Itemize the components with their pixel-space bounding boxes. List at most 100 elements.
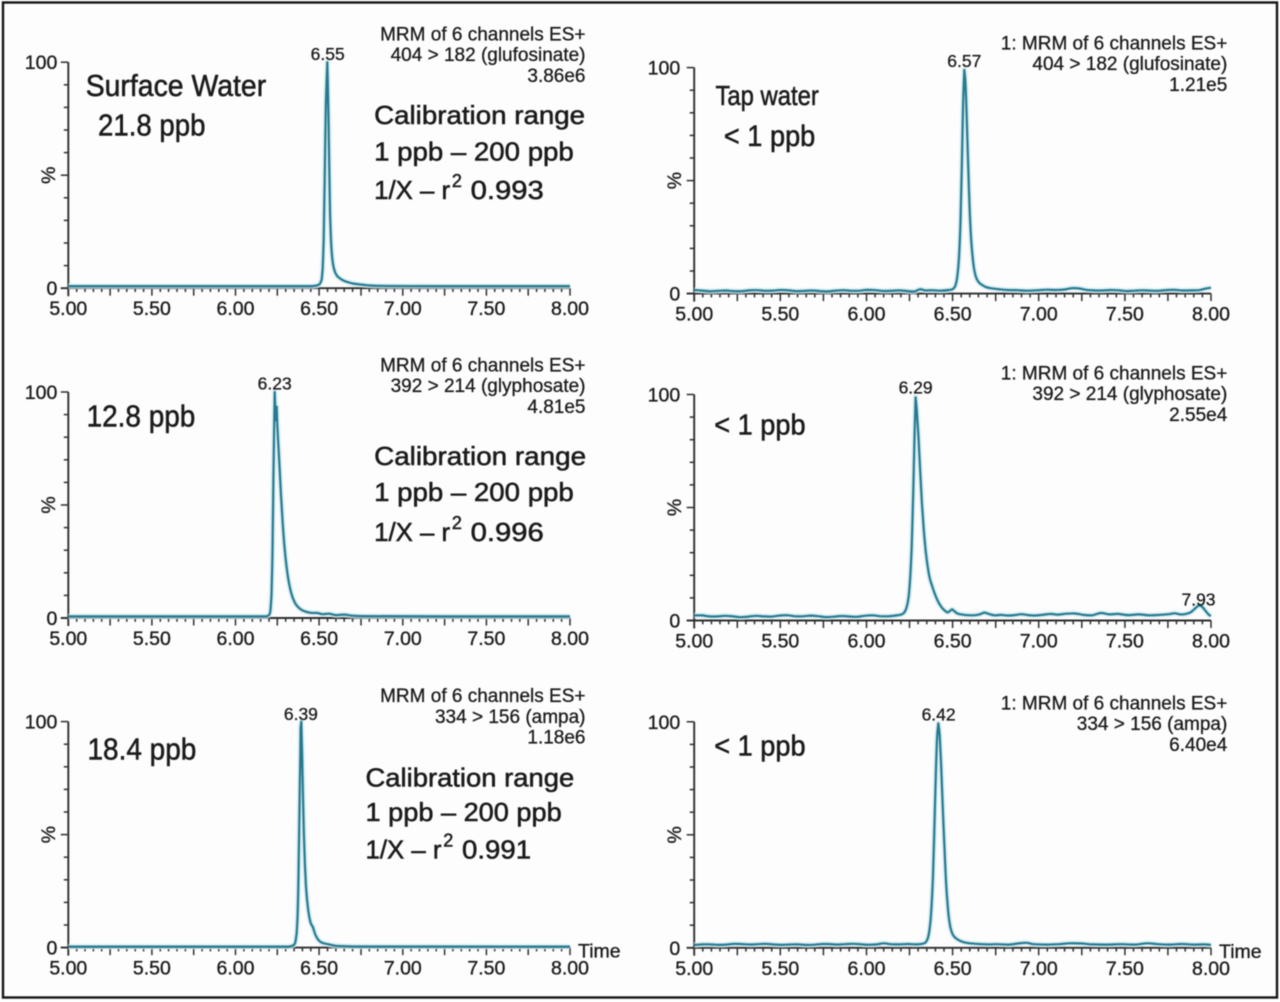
svg-text:0: 0 [669,611,680,633]
svg-text:1.18e6: 1.18e6 [527,728,585,749]
svg-text:5.50: 5.50 [133,298,171,320]
svg-text:7.00: 7.00 [1020,958,1058,980]
svg-text:6.50: 6.50 [300,958,338,980]
svg-text:Calibration range: Calibration range [374,100,585,130]
svg-text:7.00: 7.00 [384,958,422,980]
svg-text:< 1 ppb: < 1 ppb [714,730,805,762]
svg-text:404 > 182 (glufosinate): 404 > 182 (glufosinate) [1032,54,1227,75]
svg-text:3.86e6: 3.86e6 [527,66,585,87]
svg-text:8.00: 8.00 [551,958,589,980]
svg-text:1: MRM of 6 channels ES+: 1: MRM of 6 channels ES+ [1001,33,1228,54]
svg-text:7.00: 7.00 [1020,304,1058,326]
svg-text:6.50: 6.50 [934,631,972,653]
svg-text:7.00: 7.00 [1020,631,1058,653]
svg-text:6.00: 6.00 [217,298,255,320]
svg-text:0.996: 0.996 [471,517,544,547]
svg-text:%: % [38,496,60,513]
svg-text:0: 0 [46,278,57,300]
svg-text:Calibration range: Calibration range [374,441,586,471]
svg-text:MRM of 6 channels ES+: MRM of 6 channels ES+ [380,24,585,45]
svg-text:Tap water: Tap water [716,80,819,111]
svg-text:404 > 182 (glufosinate): 404 > 182 (glufosinate) [391,45,586,66]
svg-text:6.39: 6.39 [284,704,318,724]
svg-text:4.81e5: 4.81e5 [527,397,585,418]
svg-text:100: 100 [648,712,681,734]
svg-text:1/X – r: 1/X – r [366,834,442,864]
svg-text:1/X – r: 1/X – r [374,175,450,205]
svg-text:%: % [664,499,686,516]
svg-text:21.8 ppb: 21.8 ppb [98,109,206,143]
svg-text:7.50: 7.50 [467,958,505,980]
svg-text:1 ppb – 200 ppb: 1 ppb – 200 ppb [366,797,562,827]
svg-text:7.50: 7.50 [467,628,505,650]
svg-text:5.00: 5.00 [49,628,87,650]
svg-text:2: 2 [452,171,462,191]
svg-text:6.50: 6.50 [934,304,972,326]
svg-text:1/X – r: 1/X – r [374,517,450,547]
svg-text:392 > 214 (glyphosate): 392 > 214 (glyphosate) [391,376,586,397]
svg-text:6.42: 6.42 [922,704,956,724]
svg-text:7.50: 7.50 [1106,304,1144,326]
svg-text:5.00: 5.00 [675,304,713,326]
svg-text:Calibration range: Calibration range [366,763,575,793]
svg-text:2: 2 [452,513,462,533]
svg-text:6.50: 6.50 [300,628,338,650]
svg-text:7.50: 7.50 [467,298,505,320]
svg-text:5.50: 5.50 [133,628,171,650]
svg-text:%: % [38,167,60,184]
svg-text:392 > 214 (glyphosate): 392 > 214 (glyphosate) [1032,384,1227,405]
svg-text:5.00: 5.00 [675,631,713,653]
svg-text:334 > 156 (ampa): 334 > 156 (ampa) [1077,714,1228,735]
svg-text:12.8 ppb: 12.8 ppb [87,400,196,434]
svg-text:1 ppb – 200 ppb: 1 ppb – 200 ppb [374,477,574,507]
svg-text:6.00: 6.00 [848,631,886,653]
svg-text:6.23: 6.23 [258,374,292,394]
svg-text:0.993: 0.993 [471,175,544,205]
svg-text:8.00: 8.00 [551,298,589,320]
svg-text:100: 100 [648,58,681,80]
svg-text:6.50: 6.50 [300,298,338,320]
svg-text:5.50: 5.50 [761,958,799,980]
svg-text:8.00: 8.00 [551,628,589,650]
svg-text:6.55: 6.55 [311,44,345,64]
svg-text:2: 2 [443,830,453,850]
svg-text:100: 100 [648,385,681,407]
svg-text:%: % [38,826,60,843]
svg-text:6.40e4: 6.40e4 [1169,735,1228,756]
svg-text:0: 0 [46,608,57,630]
svg-text:6.00: 6.00 [217,958,255,980]
svg-text:1: MRM of 6 channels ES+: 1: MRM of 6 channels ES+ [1001,363,1228,384]
svg-text:8.00: 8.00 [1192,631,1230,653]
svg-text:0.991: 0.991 [462,834,531,864]
svg-text:6.50: 6.50 [934,958,972,980]
svg-text:7.93: 7.93 [1181,590,1215,610]
svg-text:1 ppb – 200 ppb: 1 ppb – 200 ppb [374,137,574,167]
svg-text:5.50: 5.50 [761,631,799,653]
svg-text:Time: Time [1219,941,1262,963]
svg-text:Time: Time [578,941,621,963]
svg-text:5.00: 5.00 [49,298,87,320]
svg-text:5.00: 5.00 [49,958,87,980]
svg-text:100: 100 [25,712,58,734]
svg-text:7.50: 7.50 [1106,631,1144,653]
svg-text:MRM of 6 channels ES+: MRM of 6 channels ES+ [380,686,585,707]
svg-text:6.00: 6.00 [848,304,886,326]
svg-text:7.00: 7.00 [384,628,422,650]
svg-text:8.00: 8.00 [1192,958,1230,980]
svg-text:%: % [664,172,686,189]
svg-text:< 1 ppb: < 1 ppb [714,410,805,442]
svg-text:5.50: 5.50 [761,304,799,326]
svg-text:6.00: 6.00 [217,628,255,650]
svg-text:100: 100 [25,382,58,404]
svg-text:0: 0 [46,938,57,960]
svg-text:18.4 ppb: 18.4 ppb [88,732,197,766]
svg-text:%: % [664,826,686,843]
svg-text:< 1 ppb: < 1 ppb [724,120,815,153]
svg-text:Surface Water: Surface Water [86,69,267,103]
svg-text:6.00: 6.00 [848,958,886,980]
svg-text:5.50: 5.50 [133,958,171,980]
svg-text:0: 0 [669,938,680,960]
svg-text:1.21e5: 1.21e5 [1169,75,1227,96]
svg-text:8.00: 8.00 [1192,304,1230,326]
svg-text:2.55e4: 2.55e4 [1169,405,1228,426]
